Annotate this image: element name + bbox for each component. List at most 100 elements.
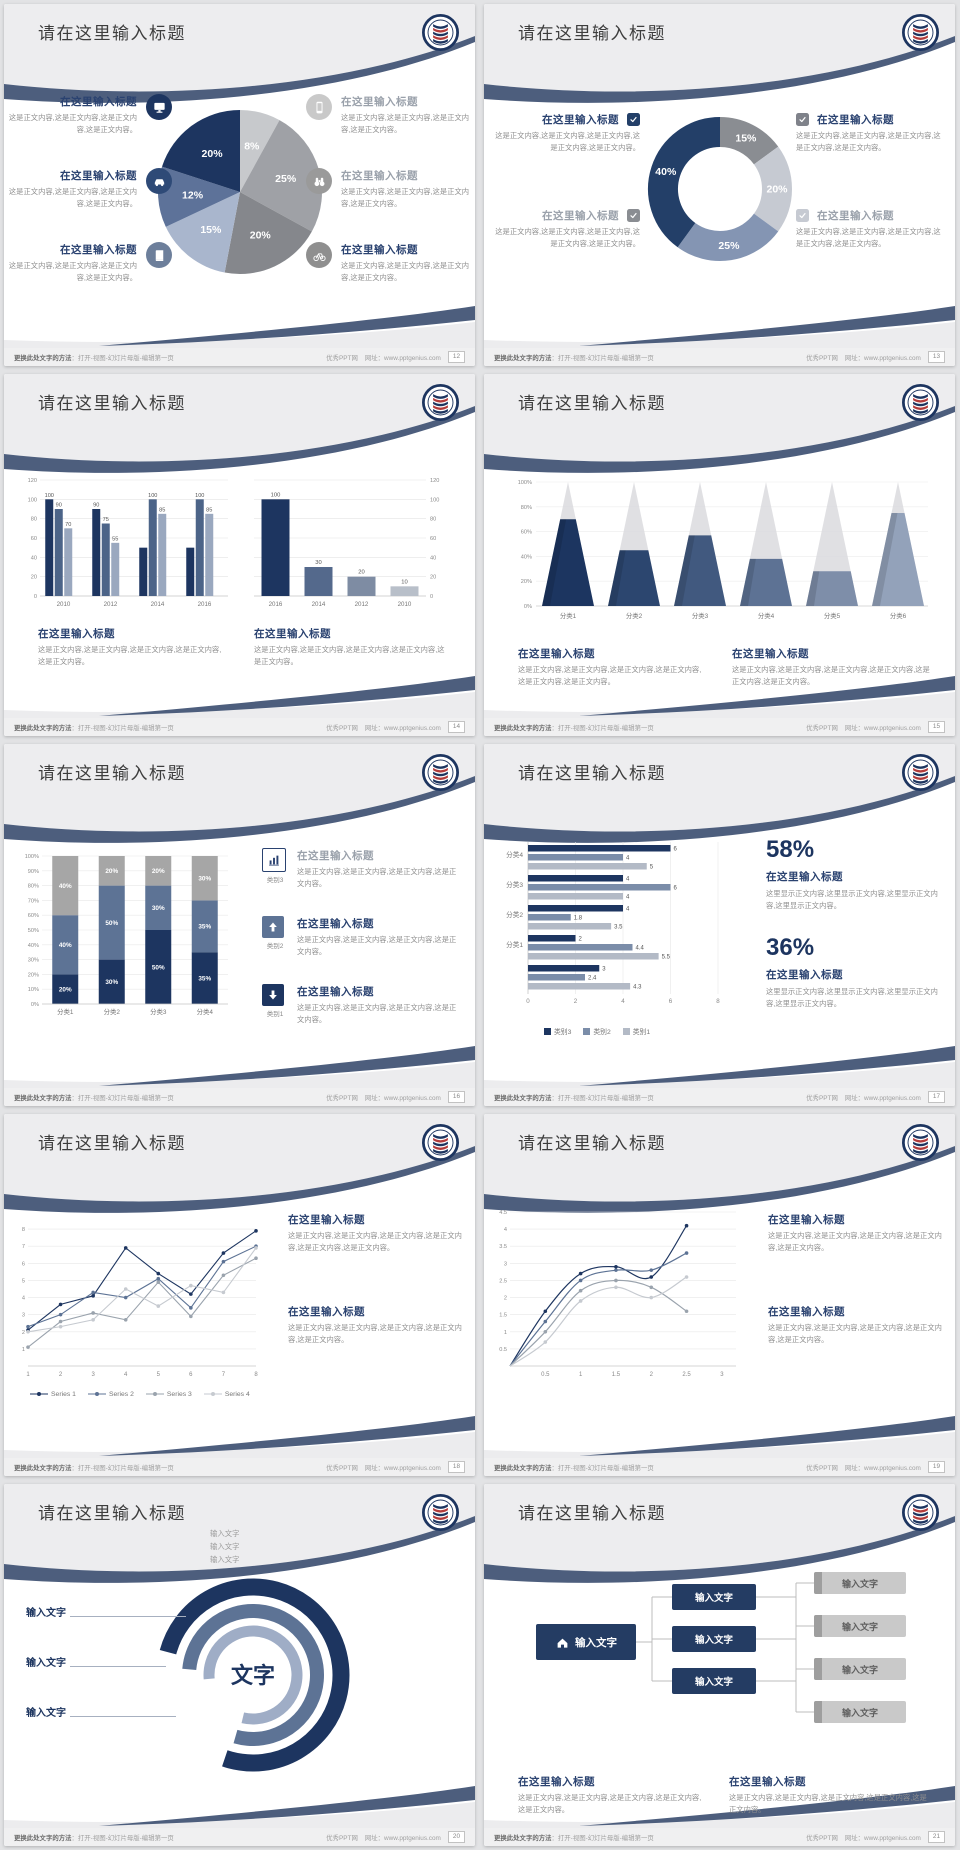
text-block: 在这里输入标题 这是正文内容,这是正文内容,这是正文内容,这是正文内容,这是正文内… (732, 646, 932, 689)
slice-label: 20% (766, 184, 788, 196)
axis-label: 2 (650, 1372, 654, 1378)
axis-label: 40% (59, 883, 72, 890)
callout-body: 这是正文内容,这是正文内容,这是正文内容,这是正文内容,这是正文内容。 (796, 131, 941, 153)
axis-label: 4 (626, 855, 630, 861)
text-block: 在这里输入标题 这是正文内容,这是正文内容,这是正文内容,这是正文内容,这是正文内… (254, 626, 449, 669)
slide-page-15[interactable]: 请在这里输入标题更换此处文字的方法：打开-视图-幻灯片母版-编辑第一页 优秀PPT… (484, 374, 955, 736)
slide-footer: 更换此处文字的方法：打开-视图-幻灯片母版-编辑第一页 优秀PPT网 网址：www.… (484, 718, 955, 736)
footer-site-url: 网址：www.pptgenius.com (364, 354, 441, 362)
slide-page-17[interactable]: 请在这里输入标题 更换此处文字的方法：打开-视图-幻灯片母版-编辑第一页 优秀PPT… (484, 744, 955, 1106)
horizontal-bar-chart: 0 2 4 6 8 分类4 6 4 5 分类3 4 6 4 分类2 4 1.8 3.5 分类1 2 4.4 5.5 3 2.… (506, 842, 720, 1005)
school-badge-logo (422, 384, 459, 421)
slide-footer: 更换此处文字的方法：打开-视图-幻灯片母版-编辑第一页 优秀PPT网 网址：www.… (4, 1088, 475, 1106)
flow-right-box: 输入文字 (814, 1701, 906, 1723)
page-title: 请在这里输入标题 (38, 1134, 186, 1153)
arrow-up-icon (262, 916, 284, 938)
footer-site-url: 网址：www.pptgenius.com (844, 354, 921, 362)
axis-label: 35% (198, 976, 211, 983)
school-badge-logo (902, 754, 939, 791)
axis-label: 4 (22, 1296, 25, 1302)
page-title: 请在这里输入标题 (518, 394, 666, 413)
callout-title: 在这里输入标题 (341, 96, 418, 108)
slide-content: 文字 输入文字 输入文字 输入文字 输入文字 输入文字 输入文字 (4, 1484, 475, 1846)
axis-label: 4 (626, 876, 630, 882)
footer-site-name: 优秀PPT网 (806, 1094, 838, 1102)
callout-title: 在这里输入标题 (297, 918, 374, 930)
callout-text-col: 在这里输入标题 这是正文内容,这是正文内容,这是正文内容,这是正文内容。 (297, 984, 462, 1027)
check-icon (630, 212, 637, 219)
stat-block: 36% 在这里输入标题 这里显示正文内容,这里显示正文内容,这里显示正文内容,这里显… (766, 936, 942, 1011)
section-body: 这是正文内容,这是正文内容,这是正文内容,这是正文内容,这是正文内容。 (518, 1793, 702, 1815)
monitor-icon-circle (146, 94, 172, 120)
axis-label: 5 (650, 864, 654, 870)
slice-label: 8% (244, 140, 260, 152)
footer-site-name: 优秀PPT网 (326, 724, 358, 732)
slide-page-14[interactable]: 请在这里输入标题 更换此处文字的方法：打开-视图-幻灯片母版-编辑第一页 优秀PPT… (4, 374, 475, 736)
callout-body: 这是正文内容,这是正文内容,这是正文内容,这是正文内容。 (341, 261, 470, 283)
slide-content: 15% 20% 25% 40% 在这里输入标题 这是正文内容,这是正文内容,这是正文内容,… (484, 4, 955, 366)
slide-page-21[interactable]: 请在这里输入标题 更换此处文字的方法：打开-视图-幻灯片母版-编辑第一页 优秀PPT… (484, 1484, 955, 1846)
axis-label: 2016 (269, 601, 283, 608)
section-body: 这是正文内容,这是正文内容,这是正文内容,这是正文内容,这是正文内容。 (768, 1231, 942, 1253)
axis-label: 90 (93, 503, 99, 509)
checkbox-icon (627, 209, 640, 222)
school-badge-logo (422, 14, 459, 51)
axis-label: 分类2 (626, 611, 643, 620)
axis-label: 1 (579, 1372, 583, 1378)
axis-label: 7 (22, 1244, 25, 1250)
axis-label: 5 (22, 1278, 25, 1284)
school-badge-logo (422, 1494, 459, 1531)
legend-item: 类别3 (544, 1026, 571, 1036)
slide-page-18[interactable]: 请在这里输入标题 更换此处文字的方法：打开-视图-幻灯片母版-编辑第一页 优秀PPT… (4, 1114, 475, 1476)
slide-page-12[interactable]: 请在这里输入标题 更换此处文字的方法：打开-视图-幻灯片母版-编辑第一页 优秀PPT… (4, 4, 475, 366)
icon-col: 类别1 (262, 984, 288, 1018)
car-icon (154, 178, 164, 186)
stacked-bar-chart: 0% 10% 20% 30% 40% 50% 60% 70% 80% 90% 100% 20% 40% 4… (25, 854, 228, 1016)
slide-page-20[interactable]: 请在这里输入标题 更换此处文字的方法：打开-视图-幻灯片母版-编辑第一页 优秀PPT… (4, 1484, 475, 1846)
axis-label: 6 (669, 998, 673, 1005)
footer-site-url: 网址：www.pptgenius.com (844, 1094, 921, 1102)
donut-callout-right: 在这里输入标题这是正文内容,这是正文内容,这是正文内容,这是正文内容,这是正文内… (796, 112, 946, 155)
axis-label: 120 (28, 478, 37, 484)
slide-page-19[interactable]: 请在这里输入标题 更换此处文字的方法：打开-视图-幻灯片母版-编辑第一页 优秀PPT… (484, 1114, 955, 1476)
axis-label: 6 (674, 846, 678, 852)
page-title: 请在这里输入标题 (518, 24, 666, 43)
ring-label-row: 输入文字 (26, 1654, 166, 1669)
section-title: 在这里输入标题 (518, 648, 595, 660)
car-icon-circle (146, 168, 172, 194)
flow-root-label: 输入文字 (575, 1636, 617, 1649)
icon-col: 类别2 (262, 916, 288, 950)
axis-label: 分类4 (758, 611, 775, 620)
pie-callout-left: 在这里输入标题 这是正文内容,这是正文内容,这是正文内容,这是正文内容。 (8, 168, 172, 211)
axis-label: 4.4 (636, 945, 645, 951)
text-block: 在这里输入标题这是正文内容,这是正文内容,这是正文内容,这是正文内容,这是正文内… (518, 646, 708, 689)
axis-label: 3 (22, 1313, 25, 1319)
slide-page-13[interactable]: 请在这里输入标题 更换此处文字的方法：打开-视图-幻灯片母版-编辑第一页 优秀PPT… (484, 4, 955, 366)
axis-label: 8 (22, 1227, 25, 1233)
line-chart: 1 2 3 4 5 6 7 8 1 2 3 4 5 6 7 8 (22, 1227, 258, 1378)
section-body: 这是正文内容,这是正文内容,这是正文内容,这是正文内容,这是正文内容,这是正文内… (288, 1231, 462, 1253)
legend-swatch (622, 1027, 630, 1035)
axis-label: 40 (31, 555, 37, 561)
book-icon (155, 249, 163, 261)
axis-label: 2014 (312, 601, 326, 608)
footer-note-lead: 更换此处文字的方法 (14, 1094, 72, 1102)
ring-top-labels: 输入文字 输入文字 输入文字 (210, 1528, 280, 1567)
callout-text-col: 在这里输入标题 这是正文内容,这是正文内容,这是正文内容,这是正文内容。 (341, 242, 470, 285)
axis-label: 20% (28, 972, 39, 978)
section-body: 这是正文内容,这是正文内容,这是正文内容,这是正文内容,这是正文内容,这是正文内… (518, 665, 702, 687)
callout-title: 在这里输入标题 (817, 114, 894, 126)
donut-chart: 15% 20% 25% 40% (648, 117, 792, 261)
axis-label: 100 (271, 492, 281, 498)
axis-label: 10 (401, 579, 407, 585)
checkbox-icon (627, 113, 640, 126)
callout-text-col: 在这里输入标题 这是正文内容,这是正文内容,这是正文内容,这是正文内容。 (8, 94, 137, 137)
section-title: 在这里输入标题 (288, 1214, 365, 1226)
axis-label: 0% (31, 1002, 39, 1008)
section-body: 这是正文内容,这是正文内容,这是正文内容,这是正文内容,这是正文内容。 (768, 1323, 942, 1345)
axis-label: 分类5 (824, 611, 841, 620)
text-block: 在这里输入标题 这是正文内容,这是正文内容,这是正文内容,这是正文内容,这是正文内… (768, 1304, 944, 1347)
slide-page-16[interactable]: 请在这里输入标题 更换此处文字的方法：打开-视图-幻灯片母版-编辑第一页 优秀PPT… (4, 744, 475, 1106)
legend-item: Series 4 (203, 1390, 250, 1398)
donut-callout-left: 在这里输入标题 这是正文内容,这是正文内容,这是正文内容,这是正文内容,这是正文内… (490, 208, 640, 251)
